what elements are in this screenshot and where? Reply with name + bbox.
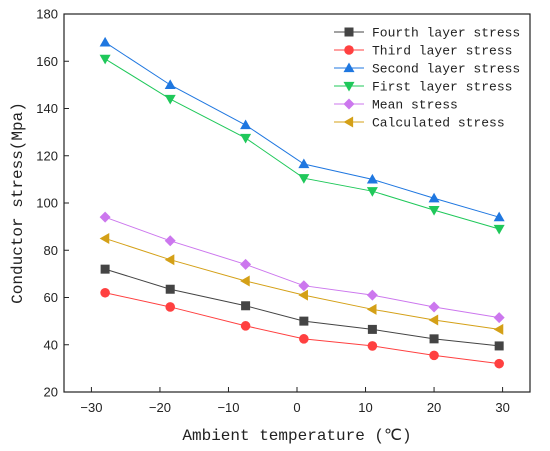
y-tick-label: 80 (44, 243, 58, 258)
data-point-second-layer-stress (493, 211, 505, 222)
data-point-first-layer-stress (428, 205, 440, 216)
y-axis-title: Conductor stress(Mpa) (9, 102, 27, 304)
data-point-second-layer-stress (240, 119, 252, 130)
y-tick-label: 180 (36, 7, 58, 22)
legend-label: Mean stress (372, 98, 458, 113)
data-point-calculated-stress (428, 314, 439, 326)
series-line-mean-stress (104, 216, 500, 319)
data-point-first-layer-stress (298, 174, 310, 184)
data-point-fourth-layer-stress (241, 301, 251, 311)
data-point-first-layer-stress (493, 224, 505, 235)
legend-marker (343, 81, 355, 92)
data-point-second-layer-stress (99, 36, 111, 47)
legend-marker (344, 45, 354, 55)
data-point-third-layer-stress (165, 302, 176, 312)
data-point-mean-stress (240, 258, 252, 270)
data-point-first-layer-stress (240, 133, 252, 144)
data-point-fourth-layer-stress (165, 284, 175, 294)
series-fourth-layer-stress (100, 264, 504, 351)
data-point-first-layer-stress (99, 54, 111, 65)
data-point-second-layer-stress (428, 192, 440, 203)
data-point-fourth-layer-stress (100, 264, 110, 274)
y-tick-label: 100 (36, 196, 58, 211)
data-point-second-layer-stress (366, 173, 378, 184)
series-first-layer-stress (99, 54, 505, 235)
y-tick-label: 20 (44, 385, 58, 400)
y-tick-label: 160 (36, 54, 58, 69)
series-layer (99, 36, 505, 369)
x-tick-label: 10 (358, 400, 372, 415)
legend-marker (343, 116, 354, 128)
data-point-mean-stress (298, 280, 310, 292)
y-tick-label: 40 (44, 337, 58, 352)
data-point-fourth-layer-stress (429, 334, 439, 344)
series-line-third-layer-stress (105, 292, 500, 365)
data-point-mean-stress (493, 312, 505, 324)
data-point-second-layer-stress (164, 79, 176, 89)
x-tick-label: −10 (217, 400, 239, 415)
x-axis-title: Ambient temperature (℃) (182, 427, 411, 445)
data-point-first-layer-stress (164, 94, 176, 105)
legend-item: Calculated stress (334, 116, 505, 131)
legend-item: Second layer stress (334, 62, 520, 77)
x-tick-label: −30 (80, 400, 102, 415)
data-point-third-layer-stress (367, 341, 378, 351)
legend-label: First layer stress (372, 80, 512, 95)
legend-item: Mean stress (334, 98, 458, 113)
legend-marker (343, 98, 355, 110)
legend-item: Fourth layer stress (334, 26, 520, 41)
series-mean-stress (99, 211, 505, 324)
x-tick-label: 30 (495, 400, 509, 415)
data-point-mean-stress (428, 301, 440, 313)
data-point-calculated-stress (493, 323, 504, 335)
legend-label: Calculated stress (372, 116, 505, 131)
data-point-second-layer-stress (298, 158, 310, 169)
data-point-fourth-layer-stress (367, 324, 377, 334)
data-point-calculated-stress (164, 254, 175, 266)
x-tick-label: 0 (293, 400, 300, 415)
legend-marker (343, 62, 355, 73)
data-point-third-layer-stress (299, 334, 309, 344)
legend: Fourth layer stress Third layer stress Sec… (334, 26, 520, 131)
legend-label: Second layer stress (372, 62, 520, 77)
y-tick-label: 140 (36, 101, 58, 116)
y-tick-label: 60 (44, 290, 58, 305)
legend-label: Third layer stress (372, 44, 512, 59)
data-point-calculated-stress (298, 289, 308, 301)
data-point-calculated-stress (366, 303, 377, 315)
x-tick-label: −20 (149, 400, 171, 415)
data-point-first-layer-stress (366, 187, 378, 197)
legend-item: First layer stress (334, 80, 512, 95)
series-calculated-stress (99, 232, 504, 335)
data-point-fourth-layer-stress (299, 316, 309, 326)
legend-label: Fourth layer stress (372, 26, 520, 41)
data-point-third-layer-stress (240, 321, 251, 331)
data-point-third-layer-stress (429, 350, 439, 361)
axes-layer: −30 −20 −10 0 10 20 30 20 40 60 80 100 120 140 160 180 (36, 7, 510, 416)
data-point-third-layer-stress (100, 287, 110, 298)
legend-item: Third layer stress (334, 44, 512, 59)
data-point-calculated-stress (240, 275, 250, 287)
legend-marker (344, 27, 354, 37)
data-point-mean-stress (366, 289, 378, 301)
y-tick-label: 120 (36, 148, 58, 163)
x-tick-label: 20 (427, 400, 441, 415)
series-second-layer-stress (99, 36, 505, 222)
data-point-fourth-layer-stress (494, 341, 504, 351)
series-third-layer-stress (100, 287, 504, 369)
data-point-third-layer-stress (494, 358, 504, 369)
data-point-calculated-stress (99, 232, 110, 244)
data-point-mean-stress (99, 211, 111, 223)
data-point-mean-stress (164, 235, 176, 247)
